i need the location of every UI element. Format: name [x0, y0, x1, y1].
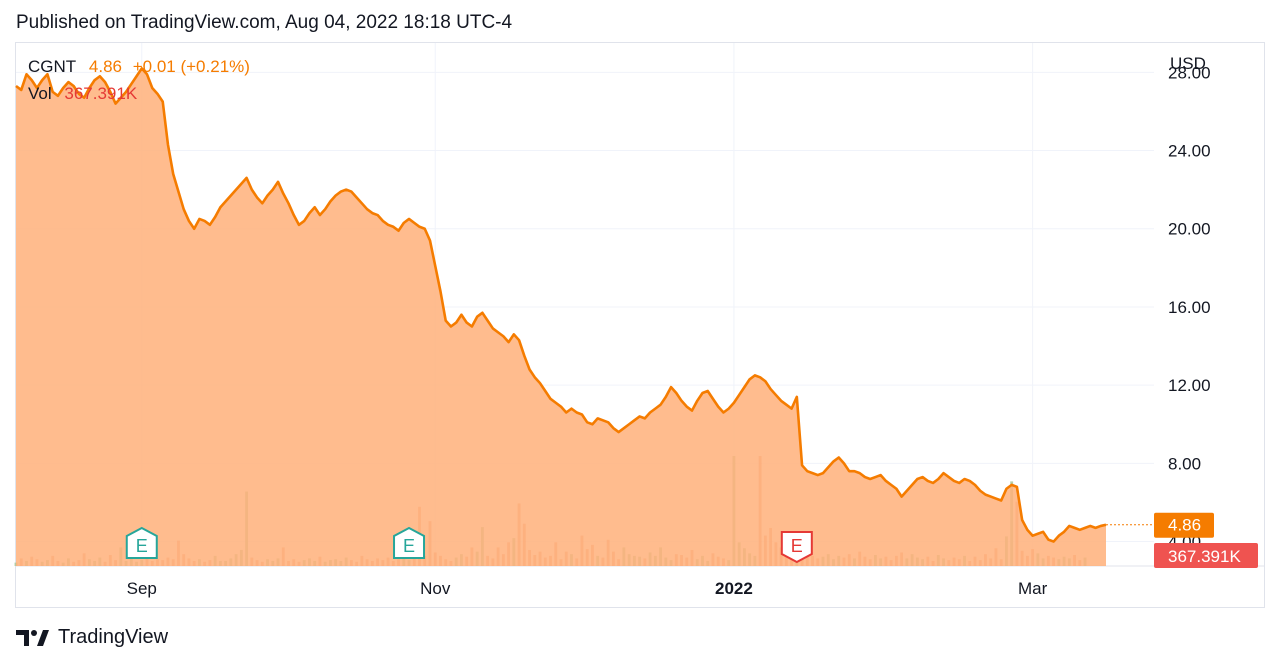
- volume-badge: [1154, 543, 1258, 568]
- price-area-fill: [16, 68, 1106, 567]
- earnings-label: E: [136, 536, 148, 556]
- earnings-marker-icon: E: [780, 531, 813, 564]
- x-tick-label: 2022: [715, 579, 753, 598]
- earnings-marker-icon: E: [393, 526, 426, 559]
- price-area: [15, 67, 1154, 567]
- price-change: +0.01 (+0.21%): [132, 57, 250, 76]
- price-line: [15, 67, 1107, 543]
- x-axis: SepNov2022MarMayJul: [127, 579, 1048, 598]
- x-tick-label: Sep: [127, 579, 157, 598]
- footer-brand[interactable]: TradingView: [16, 626, 168, 649]
- y-tick-label: 12.00: [1168, 376, 1211, 395]
- legend-volume-row: Vol 367.391K: [28, 84, 137, 104]
- y-tick-label: 28.00: [1168, 63, 1211, 82]
- price-badges: 4.86 367.391K: [1154, 512, 1258, 568]
- earnings-label: E: [791, 536, 803, 556]
- earnings-badge: [393, 526, 426, 559]
- y-tick-label: 20.00: [1168, 220, 1211, 239]
- volume-badge-label: 367.391K: [1168, 547, 1241, 566]
- earnings-markers: EEEE: [125, 526, 813, 564]
- published-header: Published on TradingView.com, Aug 04, 20…: [16, 12, 513, 33]
- y-tick-label: 24.00: [1168, 142, 1211, 161]
- currency-label: USD: [1170, 54, 1206, 73]
- earnings-badge: [125, 526, 158, 559]
- y-tick-label: 16.00: [1168, 298, 1211, 317]
- volume-label: Vol: [28, 84, 52, 103]
- symbol-label: CGNT: [28, 57, 77, 76]
- last-price-badge-label: 4.86: [1168, 516, 1201, 535]
- earnings-marker-icon: E: [125, 526, 158, 559]
- volume-value: 367.391K: [64, 84, 138, 103]
- chart-frame: [15, 42, 1265, 608]
- earnings-label: E: [403, 536, 415, 556]
- y-tick-label: 8.00: [1168, 454, 1201, 473]
- x-tick-label: Nov: [420, 579, 451, 598]
- tradingview-logo-icon: [16, 629, 49, 646]
- brand-name: TradingView: [58, 626, 169, 648]
- legend-price-row: CGNT 4.86 +0.01 (+0.21%): [28, 57, 250, 77]
- last-price: 4.86: [88, 57, 122, 76]
- last-price-badge: [1154, 512, 1214, 538]
- earnings-badge: [780, 531, 813, 564]
- x-tick-label: Mar: [1018, 579, 1048, 598]
